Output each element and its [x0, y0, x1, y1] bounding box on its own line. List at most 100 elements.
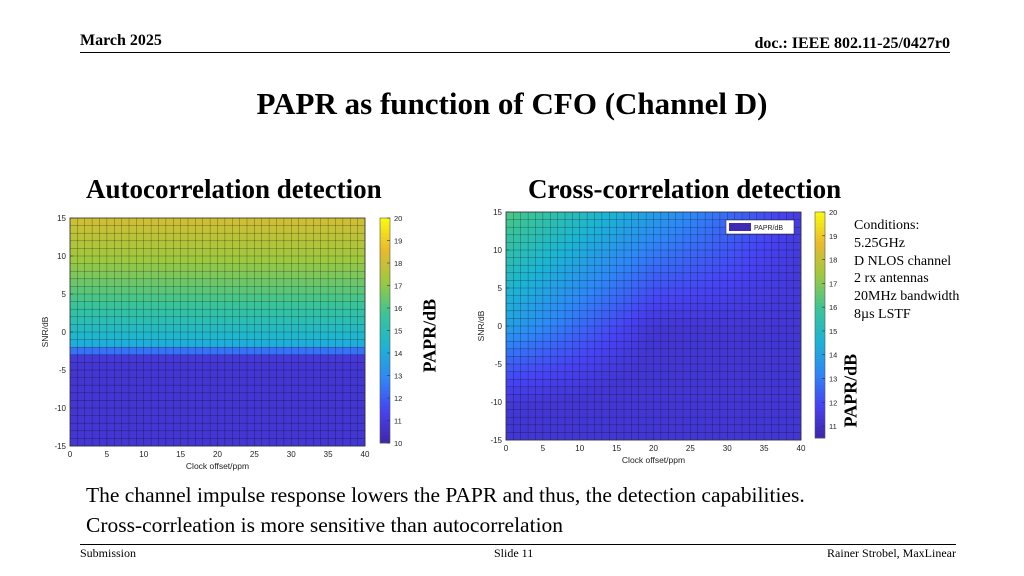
heatmap-cell	[84, 271, 93, 280]
heatmap-cell	[165, 339, 174, 348]
heatmap-cell	[579, 333, 588, 342]
heatmap-cell	[143, 256, 152, 264]
heatmap-cell	[328, 316, 336, 325]
heatmap-cell	[660, 288, 669, 296]
heatmap-cell	[579, 326, 588, 334]
heatmap-cell	[357, 324, 366, 333]
heatmap-cell	[683, 348, 691, 357]
heatmap-cell	[727, 272, 735, 281]
colorbar-segment	[380, 390, 390, 395]
colorbar-segment	[380, 259, 390, 264]
heatmap-cell	[335, 286, 344, 295]
heatmap-cell	[631, 288, 640, 296]
heatmap-cell	[572, 318, 581, 327]
heatmap-cell	[291, 309, 299, 318]
heatmap-cell	[506, 310, 514, 319]
heatmap-cell	[254, 347, 263, 356]
heatmap-cell	[771, 242, 780, 251]
heatmap-cell	[712, 257, 721, 266]
heatmap-cell	[719, 379, 728, 388]
heatmap-cell	[646, 371, 654, 380]
heatmap-cell	[357, 256, 366, 264]
colorbar-segment	[815, 291, 825, 296]
heatmap-cell	[653, 318, 662, 327]
heatmap-cell	[70, 240, 78, 249]
colorbar-segment	[380, 270, 390, 275]
heatmap-cell	[594, 219, 603, 228]
heatmap-cell	[535, 280, 544, 289]
heatmap-cell	[653, 288, 662, 296]
heatmap-cell	[557, 318, 566, 327]
heatmap-cell	[92, 423, 100, 432]
heatmap-cell	[535, 341, 544, 350]
colorbar-segment	[380, 289, 390, 294]
colorbar-segment	[815, 294, 825, 300]
heatmap-cell	[158, 271, 167, 280]
heatmap-cell	[697, 371, 706, 380]
heatmap-cell	[749, 212, 758, 220]
heatmap-cell	[232, 362, 240, 371]
heatmap-cell	[712, 288, 721, 296]
heatmap-cell	[188, 248, 196, 257]
heatmap-cell	[609, 310, 617, 319]
heatmap-cell	[99, 362, 108, 371]
heatmap-cell	[579, 219, 588, 228]
heatmap-cell	[513, 326, 522, 334]
colorbar-segment	[815, 340, 825, 345]
heatmap-cell	[528, 326, 536, 334]
heatmap-cell	[778, 402, 787, 410]
heatmap-cell	[520, 303, 529, 312]
heatmap-cell	[254, 370, 263, 378]
heatmap-cell	[298, 324, 307, 333]
heatmap-cell	[742, 326, 750, 334]
heatmap-cell	[778, 371, 787, 380]
heatmap-cell	[778, 257, 787, 266]
heatmap-cell	[114, 385, 122, 394]
heatmap-cell	[520, 288, 529, 296]
heatmap-cell	[719, 288, 728, 296]
heatmap-cell	[342, 248, 351, 257]
heatmap-cell	[742, 288, 750, 296]
heatmap-cell	[579, 265, 588, 274]
heatmap-cell	[283, 233, 292, 242]
heatmap-cell	[158, 240, 167, 249]
colorbar-segment	[380, 311, 390, 316]
heatmap-cell	[705, 310, 713, 319]
heatmap-cell	[719, 250, 728, 258]
heatmap-cell	[254, 263, 263, 272]
heatmap-cell	[601, 417, 610, 426]
heatmap-cell	[298, 278, 307, 287]
heatmap-cell	[557, 341, 566, 350]
heatmap-cell	[70, 430, 78, 439]
heatmap-cell	[239, 362, 248, 371]
heatmap-cell	[690, 379, 699, 388]
heatmap-cell	[210, 377, 218, 386]
x-tick-label: 35	[760, 444, 769, 453]
colorbar-tick-label: 19	[394, 237, 402, 246]
heatmap-cell	[77, 400, 86, 409]
heatmap-cell	[84, 392, 93, 401]
heatmap-cell	[638, 432, 647, 441]
heatmap-cell	[705, 341, 713, 350]
heatmap-cell	[764, 318, 772, 327]
colorbar-tick-label: 20	[394, 214, 402, 223]
heatmap-cell	[217, 256, 226, 264]
heatmap-cell	[683, 250, 691, 258]
heatmap-cell	[77, 423, 86, 432]
heatmap-cell	[727, 424, 735, 433]
heatmap-cell	[786, 310, 794, 319]
heatmap-cell	[624, 265, 632, 274]
heatmap-cell	[217, 309, 226, 318]
heatmap-cell	[114, 354, 122, 363]
heatmap-cell	[106, 263, 115, 272]
heatmap-cell	[276, 408, 285, 416]
heatmap-cell	[70, 438, 78, 447]
heatmap-cell	[631, 333, 640, 342]
heatmap-cell	[697, 280, 706, 289]
heatmap-cell	[727, 303, 735, 312]
heatmap-cell	[624, 356, 632, 365]
heatmap-cell	[114, 430, 122, 439]
heatmap-cell	[99, 347, 108, 356]
heatmap-cell	[342, 294, 351, 302]
heatmap-cell	[195, 362, 204, 371]
